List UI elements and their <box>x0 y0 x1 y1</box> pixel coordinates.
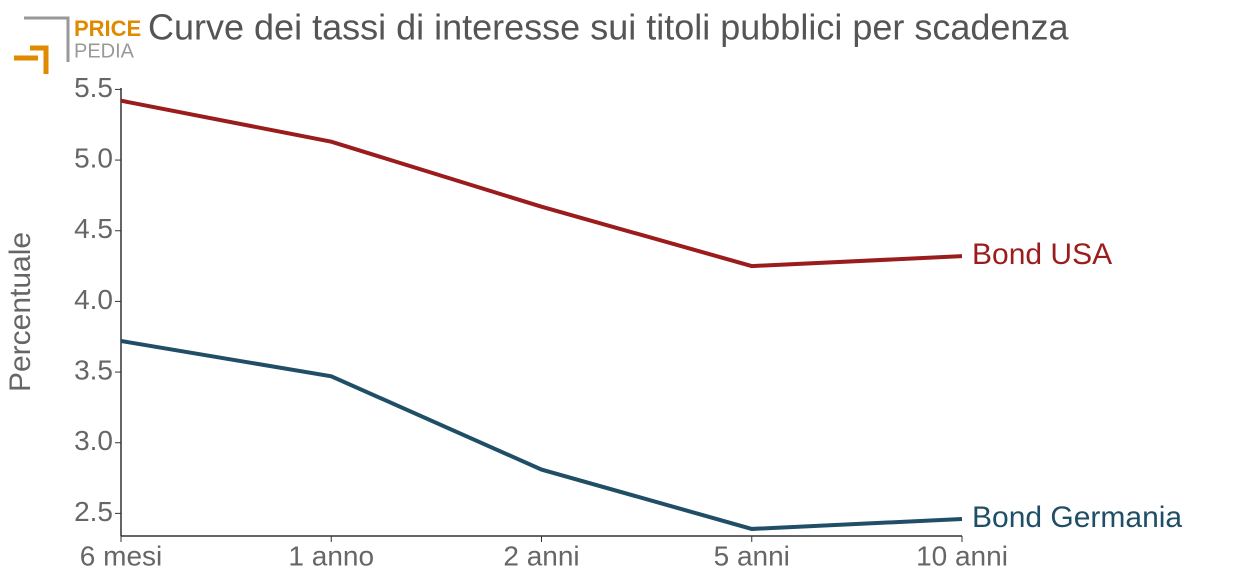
y-tick-label: 3.0 <box>74 425 113 456</box>
logo-text: PEDIA <box>74 40 135 62</box>
logo: PRICE PEDIA <box>14 16 141 74</box>
chart-title: Curve dei tassi di interesse sui titoli … <box>148 7 1069 48</box>
y-tick-label: 5.5 <box>74 72 113 103</box>
x-tick-label: 1 anno <box>288 540 374 571</box>
y-tick-label: 5.0 <box>74 142 113 173</box>
y-tick-label: 4.0 <box>74 284 113 315</box>
x-tick-label: 5 anni <box>714 540 790 571</box>
y-tick-label: 4.5 <box>74 213 113 244</box>
logo-text: PRICE <box>74 16 141 41</box>
line-series <box>120 338 963 531</box>
logo-shape <box>24 16 70 62</box>
x-tick-label: 6 mesi <box>80 540 162 571</box>
logo-shape <box>30 45 49 74</box>
series-label: Bond USA <box>972 238 1112 271</box>
x-tick-label: 10 anni <box>916 540 1008 571</box>
y-tick-label: 2.5 <box>74 496 113 527</box>
series-label: Bond Germania <box>972 501 1182 534</box>
line-series <box>120 98 963 269</box>
x-tick-label: 2 anni <box>503 540 579 571</box>
y-axis-label: Percentuale <box>4 232 37 392</box>
y-tick-label: 3.5 <box>74 354 113 385</box>
